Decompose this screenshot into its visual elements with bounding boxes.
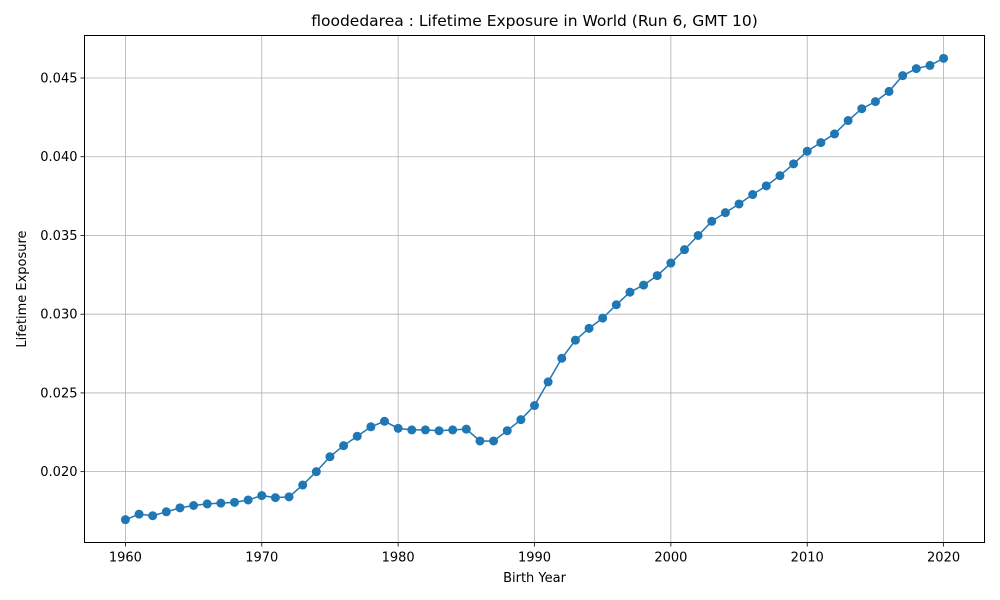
data-point (830, 129, 839, 139)
data-point (420, 425, 430, 435)
x-axis-label: Birth Year (503, 571, 567, 586)
data-point (870, 97, 880, 107)
axis-ticks: 1960 1970 1980 1990 2000 2010 2020 0.020 0.025 0.… (40, 72, 960, 566)
data-point (748, 190, 758, 200)
data-point (898, 71, 908, 81)
data-point (380, 416, 389, 426)
data-point (325, 452, 335, 462)
data-point (270, 493, 280, 503)
data-point (366, 422, 376, 432)
y-tick-label: 0.035 (40, 229, 77, 244)
data-point (693, 230, 703, 240)
x-tick-label: 1970 (245, 551, 278, 566)
x-tick-label: 1980 (382, 551, 415, 566)
data-point (734, 199, 744, 209)
data-point (216, 498, 226, 508)
data-point (598, 313, 608, 323)
data-point (925, 60, 935, 70)
data-point (789, 159, 799, 169)
data-point (761, 181, 771, 191)
data-point (352, 431, 362, 441)
data-point (120, 515, 130, 525)
data-point (530, 401, 539, 411)
data-point (475, 436, 485, 446)
data-point (189, 500, 199, 510)
x-tick-label: 2010 (791, 551, 824, 566)
data-point (639, 280, 649, 290)
data-point (857, 104, 867, 114)
data-point (611, 300, 621, 310)
y-tick-label: 0.020 (40, 465, 77, 480)
x-tick-label: 1960 (109, 551, 142, 566)
data-point (461, 424, 471, 434)
data-point (516, 415, 526, 425)
data-point (148, 511, 158, 521)
data-point (911, 64, 921, 74)
data-point (175, 503, 185, 513)
data-point (939, 53, 949, 63)
data-point (802, 146, 812, 156)
data-point (707, 216, 717, 226)
data-point (161, 507, 171, 517)
data-point (680, 245, 689, 255)
data-point (202, 499, 212, 509)
data-point (434, 426, 444, 436)
y-axis-label: Lifetime Exposure (15, 230, 30, 347)
data-point (502, 426, 512, 436)
y-tick-label: 0.045 (40, 72, 77, 87)
x-tick-label: 2000 (654, 551, 687, 566)
data-point (570, 335, 580, 345)
data-point (311, 467, 321, 477)
data-point (666, 258, 676, 268)
data-point (843, 116, 853, 126)
data-point (393, 423, 403, 433)
data-point (775, 171, 785, 181)
data-point (134, 509, 144, 519)
data-point (257, 491, 267, 501)
data-point (284, 492, 294, 502)
data-point (625, 287, 635, 297)
y-tick-label: 0.030 (40, 308, 77, 323)
chart-title: floodedarea : Lifetime Exposure in World… (311, 12, 758, 30)
data-point (339, 441, 349, 451)
y-tick-label: 0.025 (40, 386, 77, 401)
grid (84, 35, 985, 543)
x-tick-label: 2020 (927, 551, 960, 566)
data-point (489, 436, 499, 446)
data-point (720, 208, 730, 218)
series-exposure (120, 53, 949, 525)
data-point (557, 353, 567, 363)
data-point (298, 480, 308, 490)
data-point (884, 86, 894, 96)
data-point (543, 377, 553, 387)
data-point (652, 271, 662, 281)
data-point (448, 425, 458, 435)
x-tick-label: 1990 (518, 551, 551, 566)
data-point (243, 495, 253, 505)
y-tick-label: 0.040 (40, 150, 77, 165)
data-point (230, 497, 239, 507)
data-point (584, 323, 594, 333)
data-point (816, 138, 826, 148)
data-point (407, 425, 417, 435)
